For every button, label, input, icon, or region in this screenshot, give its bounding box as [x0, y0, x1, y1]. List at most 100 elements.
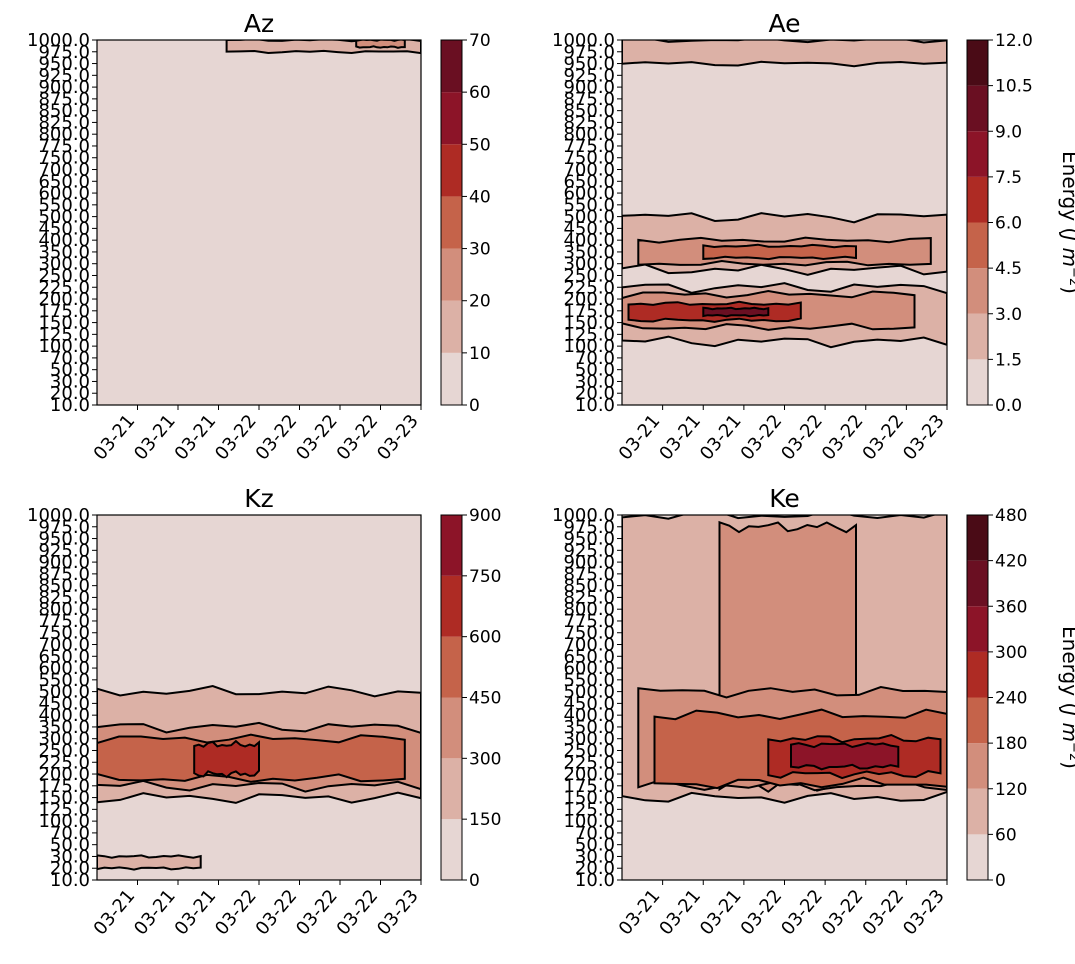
y-tick-label: 400.0 [38, 230, 90, 251]
colorbar-band [967, 359, 988, 405]
contour-region [702, 306, 770, 318]
y-tick-label: 125.0 [563, 799, 615, 820]
y-tick-label: 775.0 [38, 136, 90, 157]
colorbar-band [967, 176, 988, 223]
colorbar-band [967, 651, 988, 698]
x-tick-label: 03-22 [252, 886, 302, 940]
x-tick-label: 03-22 [818, 886, 868, 940]
colorbar-tick-label: 7.5 [995, 168, 1022, 188]
panel-title: Ae [768, 9, 800, 38]
y-tick-label: 975.0 [38, 517, 90, 538]
y-tick-label: 300.0 [38, 729, 90, 750]
y-tick-label: 775.0 [563, 136, 615, 157]
colorbar-band [441, 196, 462, 249]
y-tick-label: 800.0 [563, 124, 615, 145]
y-tick-label: 850.0 [38, 576, 90, 597]
colorbar-band [441, 819, 462, 880]
y-tick-label: 30.0 [575, 371, 615, 392]
x-tick-label: 03-21 [696, 886, 746, 940]
y-tick-label: 100.0 [38, 336, 90, 357]
contour-region [790, 741, 900, 771]
x-tick-label: 03-22 [818, 411, 868, 465]
y-tick-label: 800.0 [563, 599, 615, 620]
y-tick-label: 450.0 [563, 693, 615, 714]
x-tick-label: 03-21 [655, 886, 705, 940]
colorbar-band [441, 300, 462, 353]
y-tick-label: 500.0 [563, 682, 615, 703]
y-tick-label: 825.0 [38, 112, 90, 133]
colorbar-tick-label: 60 [995, 825, 1017, 845]
y-tick-label: 700.0 [38, 160, 90, 181]
colorbar-tick-label: 4.5 [995, 259, 1022, 279]
colorbar-band [967, 268, 988, 314]
colorbar-band [967, 834, 988, 880]
colorbar-band [967, 606, 988, 652]
colorbar-tick-label: 420 [995, 552, 1027, 572]
y-tick-label: 450.0 [38, 693, 90, 714]
y-tick-label: 200.0 [38, 764, 90, 785]
y-tick-label: 1000.0 [552, 505, 615, 526]
y-tick-label: 400.0 [563, 230, 615, 251]
y-tick-label: 775.0 [38, 611, 90, 632]
y-tick-label: 100.0 [563, 336, 615, 357]
colorbar-band [441, 144, 462, 197]
colorbar-band [441, 636, 462, 698]
y-tick-label: 875.0 [563, 564, 615, 585]
colorbar-band [967, 131, 988, 177]
panel-title: Ke [769, 484, 800, 513]
x-tick-label: 03-21 [130, 886, 180, 940]
y-tick-label: 70.0 [50, 823, 90, 844]
y-tick-label: 10.0 [50, 395, 90, 416]
y-tick-label: 500.0 [38, 207, 90, 228]
y-tick-label: 125.0 [38, 799, 90, 820]
y-tick-label: 300.0 [563, 254, 615, 275]
colorbar-tick-label: 10 [469, 344, 491, 364]
contour-region [622, 40, 947, 68]
x-tick-label: 03-22 [292, 886, 342, 940]
y-tick-label: 975.0 [563, 42, 615, 63]
y-tick-label: 750.0 [38, 623, 90, 644]
y-tick-label: 650.0 [38, 171, 90, 192]
x-tick-label: 03-21 [130, 411, 180, 465]
y-tick-label: 875.0 [38, 564, 90, 585]
panel-az: Az 1000.0975.0950.0925.0900.0875.0850.082… [27, 9, 491, 464]
colorbar-tick-label: 6.0 [995, 214, 1022, 234]
y-tick-label: 200.0 [563, 764, 615, 785]
y-tick-label: 300.0 [563, 729, 615, 750]
x-tick-label: 03-22 [737, 411, 787, 465]
colorbar-tick-label: 40 [469, 187, 491, 207]
x-tick-label: 03-23 [373, 886, 423, 940]
y-tick-label: 600.0 [38, 183, 90, 204]
y-tick-label: 825.0 [563, 112, 615, 133]
y-tick-label: 1000.0 [27, 30, 90, 51]
y-tick-label: 775.0 [563, 611, 615, 632]
y-tick-label: 650.0 [563, 171, 615, 192]
colorbar-tick-label: 60 [469, 83, 491, 103]
contour-region [355, 40, 406, 49]
y-tick-label: 950.0 [38, 54, 90, 75]
y-tick-label: 750.0 [563, 148, 615, 169]
y-tick-label: 700.0 [563, 635, 615, 656]
y-tick-label: 300.0 [38, 254, 90, 275]
y-tick-label: 250.0 [563, 265, 615, 286]
contour-background [97, 40, 421, 405]
y-tick-label: 10.0 [575, 395, 615, 416]
x-tick-label: 03-22 [211, 411, 261, 465]
x-tick-label: 03-22 [737, 886, 787, 940]
colorbar-tick-label: 3.0 [995, 305, 1022, 325]
y-tick-label: 900.0 [563, 77, 615, 98]
panel-ke: Ke 1000.0975.0950.0925.0900.0875.0850.082… [552, 484, 1075, 939]
colorbar-band [967, 40, 988, 86]
y-tick-label: 20.0 [575, 858, 615, 879]
y-tick-label: 975.0 [563, 517, 615, 538]
x-tick-label: 03-21 [655, 411, 705, 465]
panel-kz: Kz 1000.0975.0950.0925.0900.0875.0850.082… [27, 484, 501, 939]
x-tick-label: 03-22 [292, 411, 342, 465]
colorbar-tick-label: 50 [469, 135, 491, 155]
y-tick-label: 30.0 [575, 846, 615, 867]
x-tick-label: 03-22 [777, 886, 827, 940]
colorbar-tick-label: 600 [469, 628, 501, 648]
y-tick-label: 700.0 [563, 160, 615, 181]
y-tick-label: 400.0 [563, 705, 615, 726]
